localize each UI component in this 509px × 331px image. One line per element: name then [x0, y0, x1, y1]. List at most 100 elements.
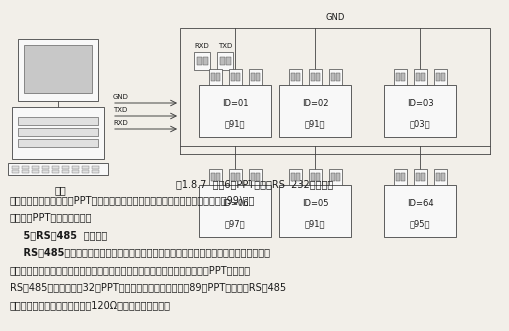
Bar	[52, 166, 59, 169]
Bar	[291, 173, 295, 181]
Bar	[256, 73, 260, 81]
Bar	[22, 166, 29, 169]
Text: 时，全部PPT单元都能响应。: 时，全部PPT单元都能响应。	[10, 213, 93, 222]
Bar	[82, 170, 89, 173]
Text: 图1.8.7  具有6个PPT单元的RS  232环形网络: 图1.8.7 具有6个PPT单元的RS 232环形网络	[176, 179, 333, 189]
Text: RS－485最多只能连接32个PPT单元，利用中继器可扩展到89个PPT单元。在RS－485: RS－485最多只能连接32个PPT单元，利用中继器可扩展到89个PPT单元。在…	[10, 282, 286, 293]
Bar	[420, 173, 425, 181]
Bar	[231, 173, 235, 181]
Bar	[395, 173, 400, 181]
Bar	[199, 185, 271, 237]
Text: 第03组: 第03组	[410, 119, 430, 128]
Text: RXD: RXD	[194, 43, 209, 49]
Bar	[219, 57, 224, 65]
Bar	[440, 73, 444, 81]
Bar	[22, 170, 29, 173]
Text: 主机: 主机	[54, 185, 66, 195]
Text: ID=05: ID=05	[302, 200, 328, 209]
Text: 的始端与末端，需分别并联一只120Ω的电阵作匹配负载。: 的始端与末端，需分别并联一只120Ω的电阵作匹配负载。	[10, 300, 171, 310]
Bar	[415, 73, 419, 81]
Text: GND: GND	[325, 13, 345, 22]
Bar	[209, 169, 221, 185]
Bar	[229, 169, 241, 185]
Text: 第91组: 第91组	[305, 219, 325, 228]
Bar	[330, 73, 334, 81]
Text: 网络结构。这种网络不仅传输距离远，而且在不断开网络的情况下就能增、减PPT的数目。: 网络结构。这种网络不仅传输距离远，而且在不断开网络的情况下就能增、减PPT的数目…	[10, 265, 251, 275]
Bar	[42, 166, 49, 169]
Bar	[18, 139, 98, 147]
Bar	[413, 169, 427, 185]
Bar	[209, 69, 221, 85]
Bar	[328, 169, 342, 185]
Bar	[82, 166, 89, 169]
Bar	[291, 73, 295, 81]
Bar	[415, 173, 419, 181]
Text: ID=03: ID=03	[407, 100, 433, 109]
Bar	[296, 73, 299, 81]
Bar	[250, 73, 254, 81]
Bar	[231, 73, 235, 81]
Bar	[289, 69, 301, 85]
Bar	[217, 52, 233, 70]
Bar	[32, 170, 39, 173]
Bar	[279, 85, 351, 137]
Bar	[18, 128, 98, 136]
Text: RXD: RXD	[113, 120, 128, 126]
Bar	[308, 69, 322, 85]
Bar	[401, 73, 405, 81]
Bar	[18, 39, 98, 101]
Bar	[72, 166, 79, 169]
Bar	[18, 117, 98, 125]
Bar	[92, 166, 99, 169]
Bar	[279, 185, 351, 237]
Bar	[52, 170, 59, 173]
Bar	[236, 173, 240, 181]
Bar	[393, 69, 407, 85]
Bar	[256, 173, 260, 181]
Bar	[440, 173, 444, 181]
Bar	[310, 173, 315, 181]
Bar	[211, 173, 214, 181]
Text: 第97组: 第97组	[224, 219, 245, 228]
Bar	[296, 173, 299, 181]
Bar	[310, 73, 315, 81]
Bar	[248, 169, 262, 185]
Bar	[42, 170, 49, 173]
Bar	[215, 73, 219, 81]
Bar	[32, 166, 39, 169]
Bar	[229, 69, 241, 85]
Bar	[316, 73, 320, 81]
Bar	[248, 69, 262, 85]
Bar	[335, 73, 340, 81]
Text: ID=06: ID=06	[222, 200, 248, 209]
Text: 元，只有符合该组地址的PPT单元才能读到这条指令。付当主机发出全局地址（＊99)指令: 元，只有符合该组地址的PPT单元才能读到这条指令。付当主机发出全局地址（＊99)…	[10, 195, 256, 205]
Bar	[434, 169, 446, 185]
Bar	[92, 170, 99, 173]
Bar	[225, 57, 231, 65]
Bar	[180, 28, 490, 146]
Bar	[328, 69, 342, 85]
Bar	[194, 52, 210, 70]
Bar	[236, 73, 240, 81]
Text: TXD: TXD	[218, 43, 232, 49]
Bar	[395, 73, 400, 81]
Text: GND: GND	[113, 94, 129, 100]
Text: 第95组: 第95组	[410, 219, 430, 228]
Bar	[330, 173, 334, 181]
Text: 第91组: 第91组	[305, 119, 325, 128]
Bar	[196, 57, 202, 65]
Text: RS－485网络是以主机为起点、以距主机最远端为终点，它采用多点网络结构，亦称星形: RS－485网络是以主机为起点、以距主机最远端为终点，它采用多点网络结构，亦称星…	[10, 248, 270, 258]
Text: ID=64: ID=64	[407, 200, 433, 209]
Bar	[401, 173, 405, 181]
Bar	[420, 73, 425, 81]
Bar	[384, 85, 456, 137]
Bar	[434, 69, 446, 85]
Bar	[250, 173, 254, 181]
Bar	[413, 69, 427, 85]
Text: 5．RS－485  多点网络: 5．RS－485 多点网络	[10, 230, 107, 240]
Bar	[308, 169, 322, 185]
Text: TXD: TXD	[113, 107, 127, 113]
Text: ID=02: ID=02	[302, 100, 328, 109]
Bar	[393, 169, 407, 185]
Bar	[12, 107, 104, 159]
